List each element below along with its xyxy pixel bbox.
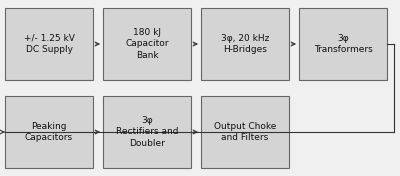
Text: 3φ
Rectifiers and
Doubler: 3φ Rectifiers and Doubler [116,116,178,148]
Text: 180 kJ
Capacitor
Bank: 180 kJ Capacitor Bank [125,28,169,60]
Bar [5,96,93,168]
Text: 3φ, 20 kHz
H-Bridges: 3φ, 20 kHz H-Bridges [221,34,269,54]
Bar [299,8,387,80]
Text: Output Choke
and Filters: Output Choke and Filters [214,122,276,142]
Bar [201,96,289,168]
Bar [103,8,191,80]
Text: Peaking
Capacitors: Peaking Capacitors [25,122,73,142]
Text: +/- 1.25 kV
DC Supply: +/- 1.25 kV DC Supply [24,34,74,54]
Bar [103,96,191,168]
Bar [201,8,289,80]
Text: 3φ
Transformers: 3φ Transformers [314,34,372,54]
Bar [5,8,93,80]
